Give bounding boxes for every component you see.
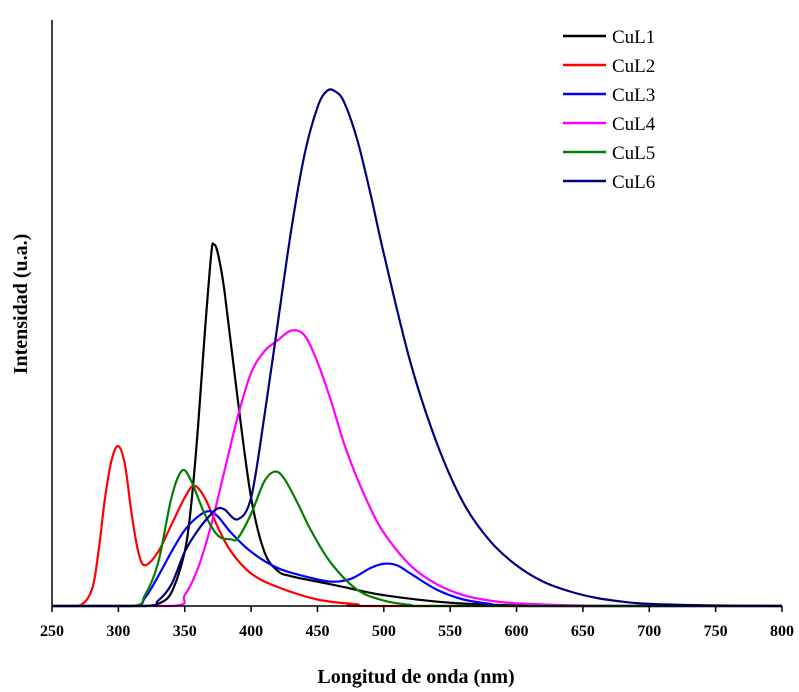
legend-label-cul4: CuL4 — [612, 114, 656, 135]
x-tick-label: 250 — [40, 623, 64, 640]
legend-label-cul3: CuL3 — [612, 85, 655, 106]
x-axis-title: Longitud de onda (nm) — [317, 666, 514, 688]
legend: CuL1 CuL2 CuL3 CuL4 CuL5 CuL6 — [563, 27, 656, 193]
x-axis-ticks: 250 300 350 400 450 500 550 600 650 700 750 800 — [40, 606, 794, 640]
series-line-cul6 — [52, 88, 783, 608]
x-tick-label: 600 — [505, 623, 529, 640]
x-tick-label: 350 — [173, 623, 197, 640]
legend-label-cul5: CuL5 — [612, 143, 655, 164]
x-tick-label: 750 — [704, 623, 728, 640]
x-tick-label: 500 — [372, 623, 396, 640]
series-line-cul4 — [52, 329, 782, 608]
x-tick-label: 800 — [770, 623, 794, 640]
x-tick-label: 300 — [106, 623, 130, 640]
series-line-cul5 — [52, 468, 782, 608]
series-line-cul2 — [52, 444, 782, 608]
x-tick-label: 650 — [571, 623, 595, 640]
series-lines — [52, 88, 783, 608]
y-axis-title: Intensidad (u.a.) — [10, 234, 32, 375]
series-line-cul3 — [52, 510, 782, 608]
x-tick-label: 700 — [637, 623, 661, 640]
legend-label-cul6: CuL6 — [612, 172, 655, 193]
x-tick-label: 400 — [239, 623, 263, 640]
x-tick-label: 550 — [438, 623, 462, 640]
legend-label-cul2: CuL2 — [612, 56, 655, 77]
x-tick-label: 450 — [305, 623, 329, 640]
legend-label-cul1: CuL1 — [612, 27, 655, 48]
